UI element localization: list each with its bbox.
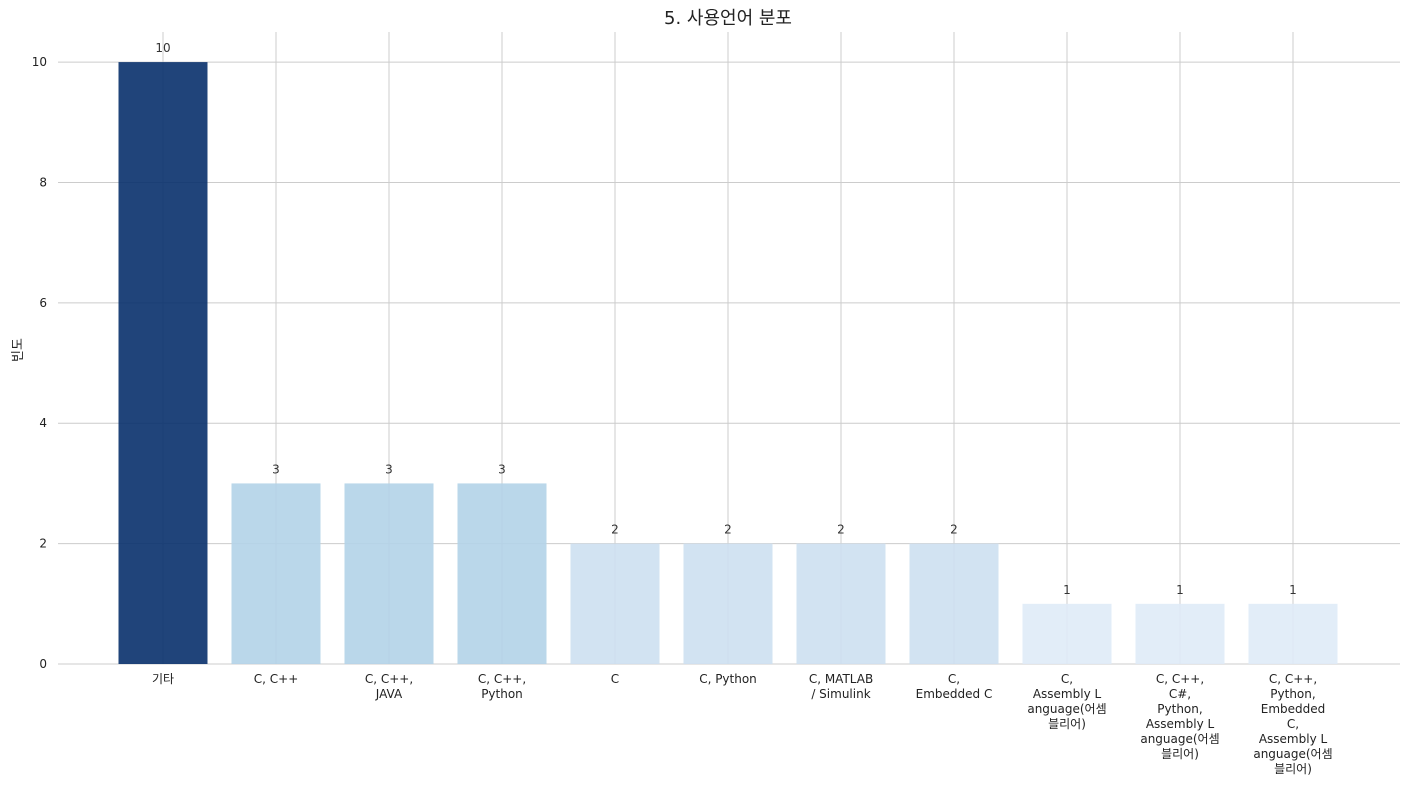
y-tick-label: 2 [39, 537, 47, 551]
bars [118, 62, 1338, 665]
data-label: 1 [1289, 583, 1297, 597]
chart-title: 5. 사용언어 분포 [664, 8, 792, 29]
bar [796, 543, 886, 664]
data-label: 1 [1063, 583, 1071, 597]
bar [1248, 603, 1338, 664]
data-label: 2 [611, 523, 619, 537]
data-label: 2 [950, 523, 958, 537]
x-tick-label: C, MATLAB / Simulink [809, 672, 873, 701]
data-label: 2 [837, 523, 845, 537]
bar [118, 62, 208, 665]
data-label: 10 [155, 41, 170, 55]
bar [1135, 603, 1225, 664]
bar [683, 543, 773, 664]
bar [344, 483, 434, 664]
x-tick-label: C, C++ [254, 672, 299, 686]
bar [909, 543, 999, 664]
x-axis-ticks: 기타 C, C++ C, C++, JAVA C, C++, Python C C, Pyth… [152, 672, 1333, 776]
x-tick-label: C, Embedded C [916, 672, 993, 701]
data-label: 3 [385, 462, 393, 476]
data-label: 1 [1176, 583, 1184, 597]
y-axis-label: 빈도 [11, 338, 26, 362]
y-tick-label: 0 [39, 657, 47, 671]
data-label: 3 [272, 462, 280, 476]
x-tick-label: C, Python [699, 672, 757, 686]
data-label: 2 [724, 523, 732, 537]
bar [570, 543, 660, 664]
data-label: 3 [498, 462, 506, 476]
x-tick-label: C [611, 672, 619, 686]
x-tick-label: C, C++, Python [478, 672, 526, 701]
y-tick-label: 10 [32, 55, 47, 69]
data-labels: 10 3 3 3 2 2 2 2 1 1 1 [155, 41, 1296, 597]
y-tick-label: 8 [39, 175, 47, 189]
bar [1022, 603, 1112, 664]
y-tick-label: 4 [39, 416, 47, 430]
x-tick-label: 기타 [152, 672, 174, 686]
y-axis-ticks: 0 2 4 6 8 10 [32, 55, 47, 671]
bar [457, 483, 547, 664]
bar [231, 483, 321, 664]
y-tick-label: 6 [39, 296, 47, 310]
x-tick-label: C, C++, JAVA [365, 672, 413, 701]
